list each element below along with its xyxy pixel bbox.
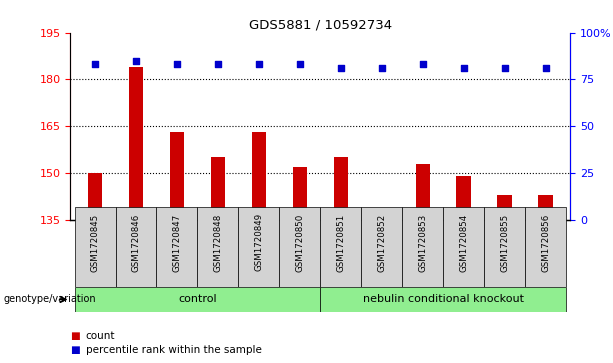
Bar (402, 207, 443, 287)
Bar (115, 207, 156, 287)
Point (500, 65, 509, 71)
Bar (238, 207, 280, 287)
Text: ■: ■ (70, 345, 80, 355)
Bar (197, 207, 238, 287)
Point (254, 62, 264, 68)
Bar (88, 173, 102, 220)
Bar (211, 157, 225, 220)
Text: GSM1720852: GSM1720852 (377, 213, 386, 272)
Bar (484, 207, 525, 287)
Text: GSM1720850: GSM1720850 (295, 213, 304, 272)
Bar (252, 132, 266, 220)
Text: GSM1720853: GSM1720853 (418, 213, 427, 272)
Point (336, 65, 346, 71)
Title: GDS5881 / 10592734: GDS5881 / 10592734 (249, 19, 392, 32)
Point (295, 62, 305, 68)
Point (541, 65, 550, 71)
Point (459, 65, 468, 71)
Point (172, 62, 182, 68)
Text: ■: ■ (70, 331, 80, 341)
Text: GSM1720848: GSM1720848 (213, 213, 223, 272)
Bar (75, 287, 321, 312)
Text: control: control (178, 294, 217, 305)
Bar (333, 157, 348, 220)
Point (377, 65, 387, 71)
Text: count: count (86, 331, 115, 341)
Point (90, 62, 100, 68)
Point (131, 58, 141, 64)
Bar (129, 67, 143, 220)
Bar (75, 207, 115, 287)
Bar (525, 207, 566, 287)
Text: GSM1720845: GSM1720845 (91, 213, 99, 272)
Text: percentile rank within the sample: percentile rank within the sample (86, 345, 262, 355)
Text: GSM1720851: GSM1720851 (337, 213, 345, 272)
Bar (280, 207, 321, 287)
Bar (416, 163, 430, 220)
Text: genotype/variation: genotype/variation (3, 294, 96, 305)
Bar (538, 195, 553, 220)
Bar (321, 207, 361, 287)
Text: GSM1720854: GSM1720854 (459, 213, 468, 272)
Text: GSM1720847: GSM1720847 (172, 213, 181, 272)
Text: GSM1720856: GSM1720856 (541, 213, 550, 272)
Bar (321, 287, 566, 312)
Bar (457, 176, 471, 220)
Bar (292, 167, 307, 220)
Point (418, 62, 428, 68)
Bar (156, 207, 197, 287)
Bar (443, 207, 484, 287)
Bar (170, 132, 184, 220)
Bar (361, 207, 402, 287)
Text: nebulin conditional knockout: nebulin conditional knockout (363, 294, 524, 305)
Point (213, 62, 223, 68)
Text: GSM1720855: GSM1720855 (500, 213, 509, 272)
Text: GSM1720846: GSM1720846 (132, 213, 140, 272)
Bar (497, 195, 512, 220)
Text: GSM1720849: GSM1720849 (254, 213, 264, 272)
